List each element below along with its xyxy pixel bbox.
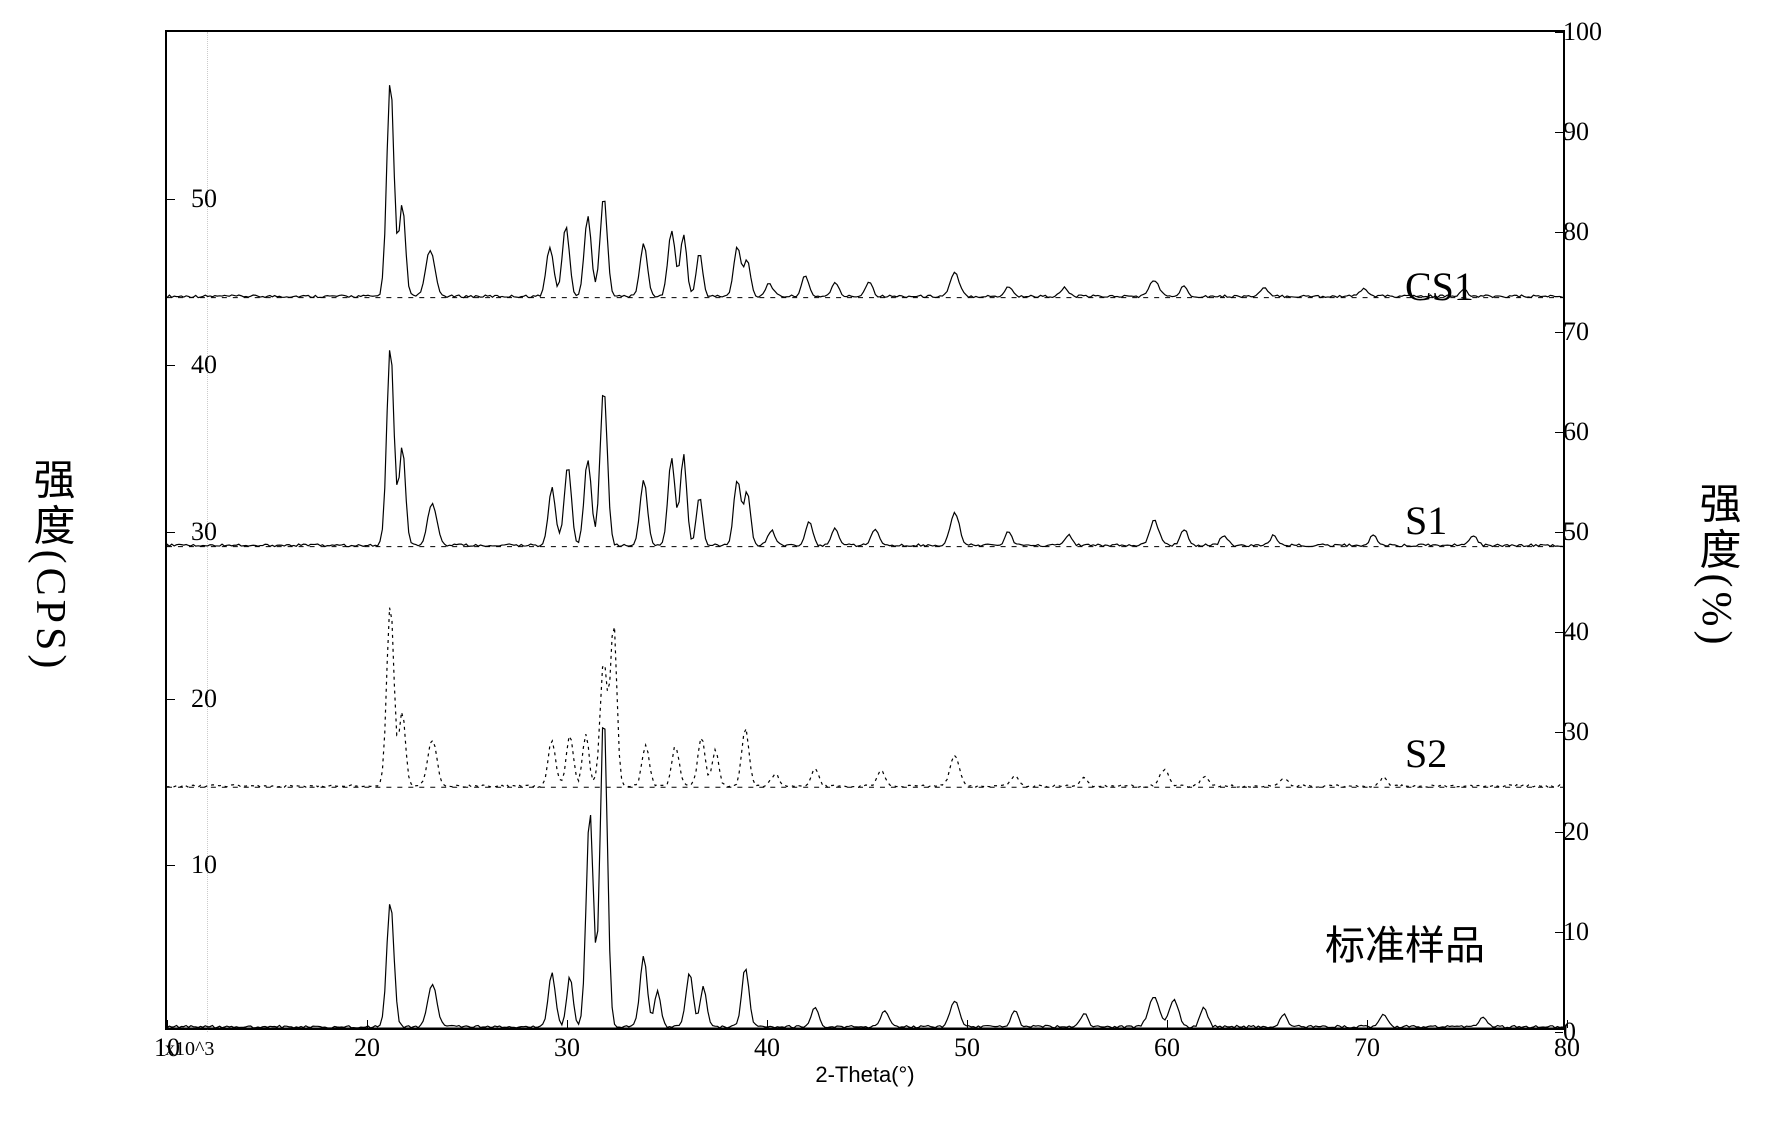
y-right-tick-label: 30	[1563, 717, 1613, 747]
y-right-tick-label: 100	[1563, 17, 1613, 47]
y-axis-right-title: 强度(%)	[1686, 482, 1747, 649]
xrd-chart: 2-Theta(°) 10203040506070801020304050010…	[105, 20, 1625, 1070]
x-tick-label: 30	[554, 1033, 580, 1063]
y-right-tick-line	[1555, 332, 1563, 333]
y-right-tick-line	[1555, 732, 1563, 733]
x-tick-label: 50	[954, 1033, 980, 1063]
y-right-tick-label: 60	[1563, 417, 1613, 447]
y-left-tick-label: 10	[167, 850, 217, 880]
y-right-tick-line	[1555, 432, 1563, 433]
y-right-tick-label: 0	[1563, 1017, 1613, 1047]
y-right-tick-label: 70	[1563, 317, 1613, 347]
y-left-sci-note: x10^3	[165, 1038, 214, 1061]
y-left-tick-label: 20	[167, 684, 217, 714]
x-tick-label: 40	[754, 1033, 780, 1063]
y-right-tick-line	[1555, 632, 1563, 633]
y-right-tick-line	[1555, 132, 1563, 133]
y-right-tick-line	[1555, 32, 1563, 33]
x-tick-line	[167, 1020, 168, 1028]
y-right-tick-label: 50	[1563, 517, 1613, 547]
x-tick-line	[367, 1020, 368, 1028]
plot-svg	[167, 32, 1563, 1028]
series-CS1	[167, 85, 1563, 297]
y-right-tick-label: 80	[1563, 217, 1613, 247]
y-right-tick-label: 20	[1563, 817, 1613, 847]
y-right-tick-line	[1555, 532, 1563, 533]
series-label-S1: S1	[1405, 497, 1447, 544]
x-tick-label: 60	[1154, 1033, 1180, 1063]
y-right-tick-line	[1555, 232, 1563, 233]
x-tick-line	[1167, 1020, 1168, 1028]
y-left-tick-label: 50	[167, 184, 217, 214]
x-tick-line	[567, 1020, 568, 1028]
x-tick-line	[1367, 1020, 1368, 1028]
y-left-tick-label: 30	[167, 517, 217, 547]
y-right-tick-line	[1555, 1032, 1563, 1033]
y-left-tick-label: 40	[167, 350, 217, 380]
series-label-S2: S2	[1405, 730, 1447, 777]
x-axis-label: 2-Theta(°)	[815, 1062, 914, 1088]
y-right-tick-label: 90	[1563, 117, 1613, 147]
y-right-tick-line	[1555, 832, 1563, 833]
series-label-CS1: CS1	[1405, 263, 1474, 310]
y-right-tick-label: 10	[1563, 917, 1613, 947]
series-standard	[167, 728, 1563, 1028]
y-right-tick-line	[1555, 932, 1563, 933]
series-label-standard: 标准样品	[1325, 913, 1485, 971]
y-axis-left-title: 强度(CPS)	[20, 458, 81, 673]
x-tick-label: 20	[354, 1033, 380, 1063]
plot-frame: 2-Theta(°) 10203040506070801020304050010…	[165, 30, 1565, 1030]
x-tick-line	[967, 1020, 968, 1028]
x-tick-label: 70	[1354, 1033, 1380, 1063]
series-S1	[167, 350, 1563, 546]
series-S2	[167, 608, 1563, 788]
x-tick-line	[767, 1020, 768, 1028]
y-right-tick-label: 40	[1563, 617, 1613, 647]
